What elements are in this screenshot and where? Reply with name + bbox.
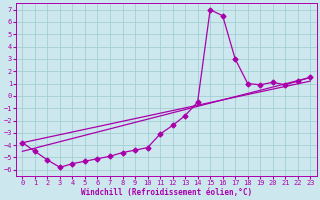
X-axis label: Windchill (Refroidissement éolien,°C): Windchill (Refroidissement éolien,°C)	[81, 188, 252, 197]
